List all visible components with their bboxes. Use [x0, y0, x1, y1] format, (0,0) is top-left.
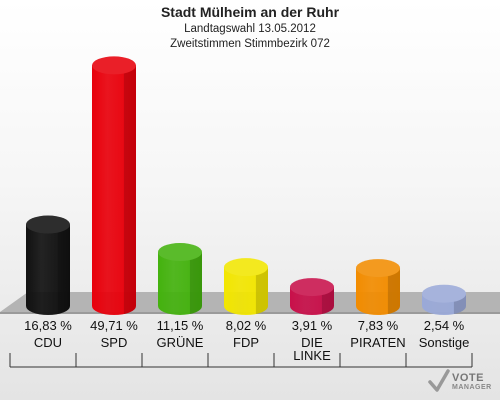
bar-top-cap	[356, 259, 400, 278]
bar-die-linke	[290, 278, 335, 315]
value-label: 16,83 %	[24, 318, 72, 333]
category-label: PIRATEN	[350, 335, 406, 350]
value-label: 8,02 %	[225, 318, 267, 333]
category-label: Sonstige	[418, 335, 470, 350]
bar-shadow-side	[255, 267, 269, 315]
value-label: 3,91 %	[291, 318, 333, 333]
chart-subtitle-district: Zweitstimmen Stimmbezirk 072	[170, 38, 330, 50]
bar-piraten	[356, 259, 401, 315]
category-label: SPD	[100, 335, 128, 350]
bar-body	[224, 267, 268, 315]
bar-shadow-side	[57, 224, 71, 315]
category-label: DIE LINKE	[293, 335, 331, 363]
bar-shadow-side	[453, 293, 467, 315]
bar-top-cap	[158, 243, 202, 262]
bar-top-cap	[422, 284, 466, 303]
value-label: 2,54 %	[423, 318, 465, 333]
bar-top-highlight	[356, 259, 400, 278]
bar-shadow-side	[189, 252, 203, 315]
category-label: FDP	[233, 335, 259, 350]
bar-top-cap	[92, 56, 136, 75]
logo-text-manager: MANAGER	[452, 384, 492, 391]
bar-cdu	[26, 215, 71, 315]
bar-top-cap	[26, 215, 70, 234]
bar-body	[356, 268, 400, 315]
bar-top-cap	[224, 258, 268, 277]
checkmark-icon	[428, 369, 450, 392]
category-label: GRÜNE	[156, 335, 204, 350]
bar-top-cap	[290, 278, 334, 297]
bar-shadow-side	[123, 65, 137, 315]
bar-body	[158, 252, 202, 315]
bar-shadow-side	[321, 287, 335, 315]
category-label: CDU	[33, 335, 63, 350]
bar-grüne	[158, 243, 203, 315]
bar-top-highlight	[290, 278, 334, 297]
chart-subtitle-election: Landtagswahl 13.05.2012	[184, 23, 316, 35]
value-label: 11,15 %	[156, 318, 204, 333]
vote-manager-logo: VOTE MANAGER	[428, 368, 498, 398]
bar-top-highlight	[422, 284, 466, 303]
chart-title: Stadt Mülheim an der Ruhr	[160, 4, 340, 20]
value-label: 7,83 %	[357, 318, 399, 333]
bar-top-highlight	[26, 215, 70, 234]
logo-text-vote: VOTE	[452, 372, 484, 384]
bar-top-highlight	[158, 243, 202, 262]
bar-spd	[92, 56, 137, 316]
value-label: 49,71 %	[90, 318, 138, 333]
bar-fdp	[224, 258, 269, 315]
bar-shadow-side	[387, 268, 401, 315]
bar-body	[26, 224, 70, 315]
bar-body	[92, 65, 136, 316]
bar-top-highlight	[224, 258, 268, 277]
bar-sonstige	[422, 284, 467, 315]
bar-top-highlight	[92, 56, 136, 75]
